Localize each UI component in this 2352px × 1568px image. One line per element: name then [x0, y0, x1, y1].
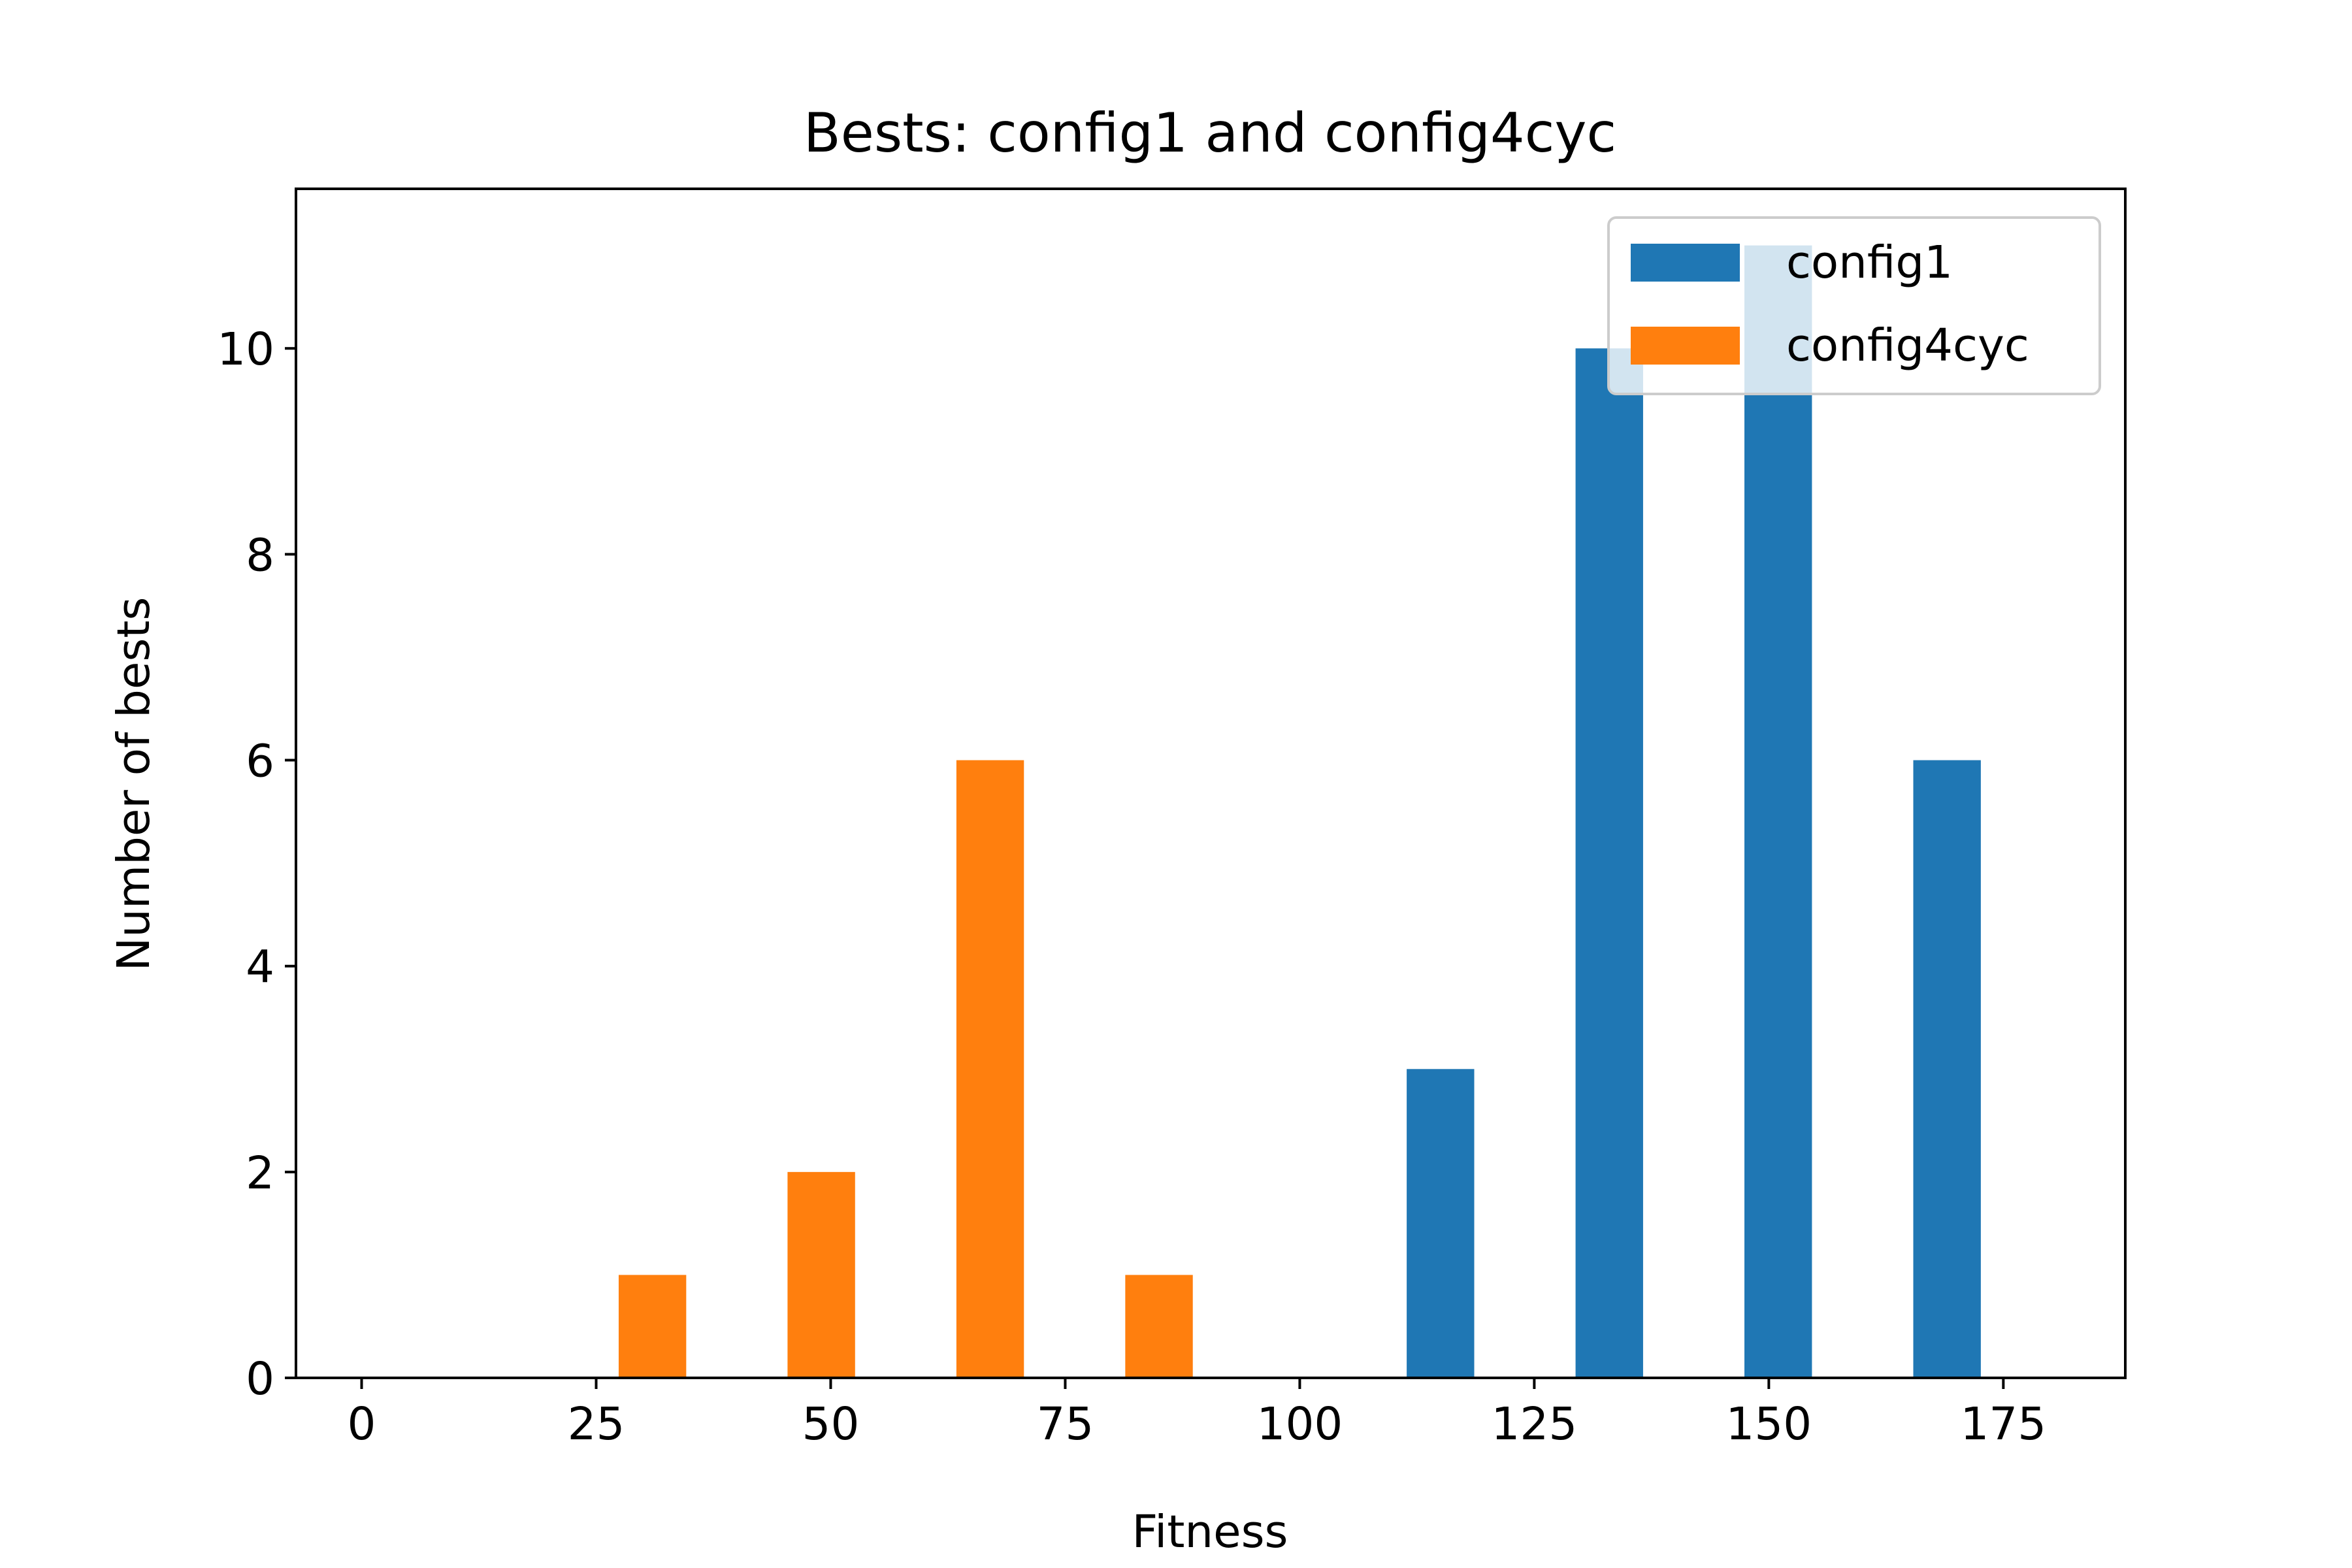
- x-tick-label: 150: [1726, 1398, 1812, 1450]
- legend-label-config1: config1: [1786, 237, 1953, 289]
- x-tick-label: 25: [568, 1398, 625, 1450]
- x-axis-ticks: 0 25 50 75 100 125 150 175: [348, 1378, 2046, 1450]
- plot-frame: [295, 188, 2127, 1379]
- chart-title: Bests: config1 and config4cyc: [804, 101, 1616, 165]
- x-axis-label: Fitness: [1132, 1506, 1288, 1558]
- y-tick-label: 0: [246, 1353, 274, 1405]
- bar-config1-0: [1407, 1069, 1475, 1378]
- legend-swatch-config1: [1631, 244, 1740, 282]
- y-tick-label: 8: [246, 529, 274, 581]
- bar-config4cyc-1: [787, 1171, 855, 1378]
- bars-layer: [618, 245, 1981, 1379]
- y-tick-label: 2: [246, 1147, 274, 1200]
- y-axis-ticks: 0 2 4 6 8 10: [217, 323, 296, 1405]
- x-tick-label: 75: [1037, 1398, 1094, 1450]
- y-axis-label: Number of bests: [108, 597, 160, 972]
- bar-config1-3: [1913, 760, 1981, 1378]
- bar-config1-1: [1575, 348, 1643, 1378]
- x-tick-label: 100: [1257, 1398, 1343, 1450]
- legend-label-config4cyc: config4cyc: [1786, 319, 2029, 372]
- y-tick-label: 6: [246, 736, 274, 788]
- legend-swatch-config4cyc: [1631, 327, 1740, 365]
- x-tick-label: 125: [1492, 1398, 1578, 1450]
- x-tick-label: 0: [348, 1398, 376, 1450]
- x-tick-label: 175: [1960, 1398, 2046, 1450]
- bar-config4cyc-2: [956, 760, 1024, 1378]
- bar-config4cyc-0: [618, 1275, 687, 1378]
- bar-config1-2: [1744, 245, 1812, 1379]
- y-tick-label: 10: [217, 323, 274, 376]
- y-tick-label: 4: [246, 941, 274, 994]
- legend: config1 config4cyc: [1607, 216, 2101, 395]
- x-tick-label: 50: [802, 1398, 860, 1450]
- bar-config4cyc-3: [1125, 1275, 1193, 1378]
